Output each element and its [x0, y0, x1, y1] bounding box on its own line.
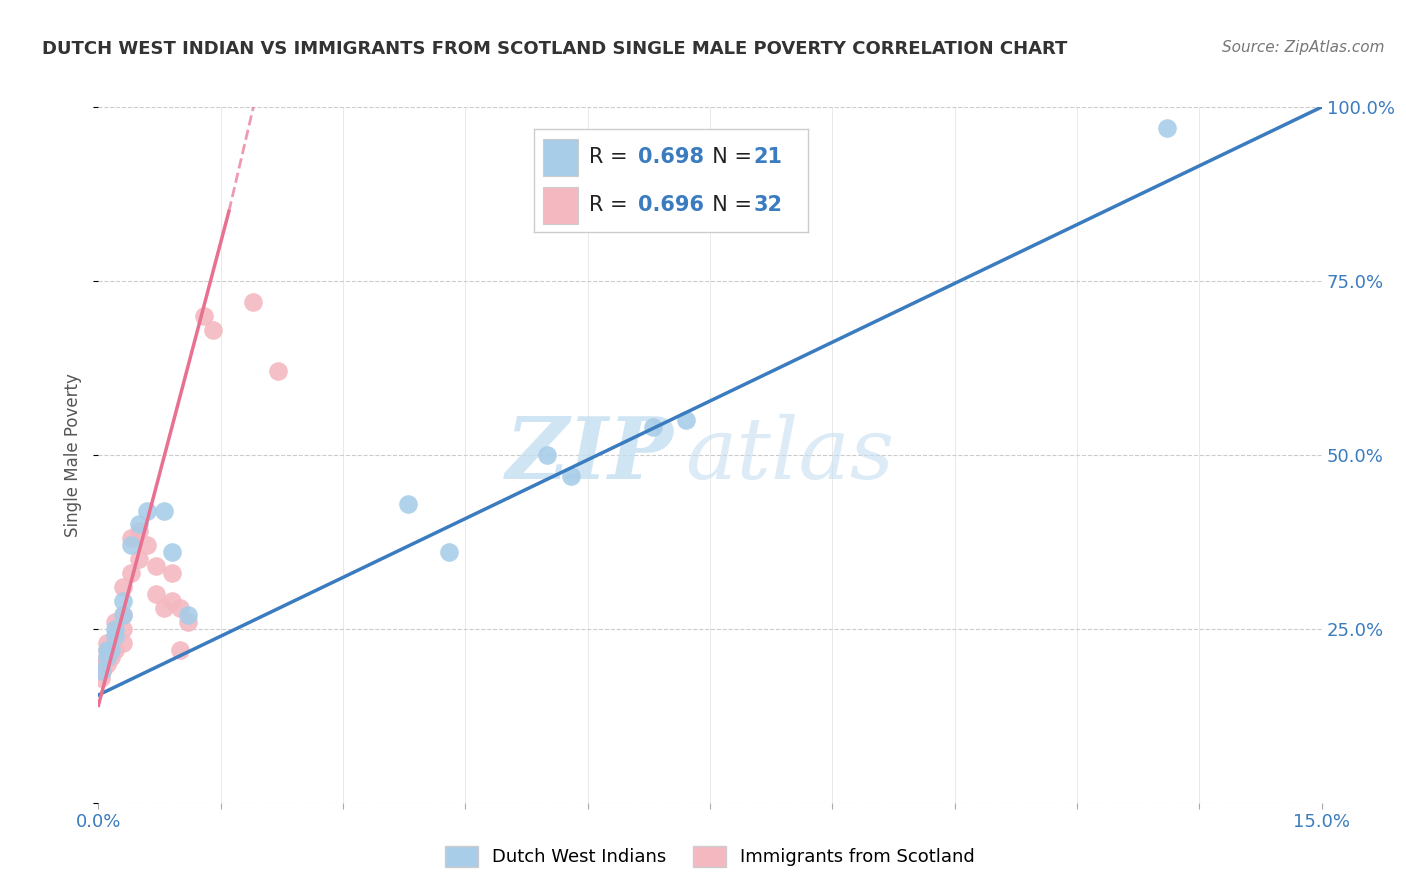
Point	[96, 649, 118, 664]
Text: 0.698: 0.698	[638, 147, 704, 167]
Point	[160, 594, 183, 608]
FancyBboxPatch shape	[543, 186, 578, 224]
Point	[120, 538, 142, 552]
Point	[104, 629, 127, 643]
Point	[536, 448, 558, 462]
Point	[177, 607, 200, 622]
Point	[96, 642, 118, 657]
Point	[136, 538, 159, 552]
Point	[111, 607, 134, 622]
Text: 21: 21	[754, 147, 783, 167]
Point	[111, 580, 134, 594]
Point	[104, 629, 127, 643]
Legend: Dutch West Indians, Immigrants from Scotland: Dutch West Indians, Immigrants from Scot…	[437, 838, 983, 874]
Point	[560, 468, 582, 483]
Text: R =: R =	[589, 195, 634, 215]
Point	[145, 559, 167, 574]
Point	[437, 545, 460, 559]
Point	[145, 587, 167, 601]
Point	[201, 323, 224, 337]
Text: N =: N =	[699, 147, 758, 167]
Point	[91, 657, 114, 671]
Point	[91, 664, 114, 678]
Point	[96, 642, 118, 657]
Point	[169, 601, 191, 615]
Point	[90, 671, 112, 685]
Point	[111, 594, 134, 608]
Point	[100, 642, 122, 657]
Point	[169, 642, 191, 657]
Point	[120, 566, 142, 581]
Point	[152, 601, 174, 615]
Point	[675, 413, 697, 427]
Point	[267, 364, 290, 378]
Text: Source: ZipAtlas.com: Source: ZipAtlas.com	[1222, 40, 1385, 55]
Text: 32: 32	[754, 195, 783, 215]
Point	[177, 615, 200, 629]
Point	[160, 545, 183, 559]
Text: R =: R =	[589, 147, 634, 167]
Point	[111, 636, 134, 650]
Point	[136, 503, 159, 517]
Text: ZIP: ZIP	[506, 413, 673, 497]
Text: DUTCH WEST INDIAN VS IMMIGRANTS FROM SCOTLAND SINGLE MALE POVERTY CORRELATION CH: DUTCH WEST INDIAN VS IMMIGRANTS FROM SCO…	[42, 40, 1067, 58]
Point	[91, 664, 114, 678]
Point	[1156, 120, 1178, 135]
Point	[193, 309, 215, 323]
Point	[152, 503, 174, 517]
Text: N =: N =	[699, 195, 758, 215]
Point	[160, 566, 183, 581]
Point	[100, 649, 122, 664]
Point	[104, 622, 127, 636]
Point	[104, 642, 127, 657]
Point	[120, 532, 142, 546]
Point	[128, 517, 150, 532]
Point	[96, 657, 118, 671]
FancyBboxPatch shape	[543, 138, 578, 176]
Point	[242, 294, 264, 309]
Point	[641, 420, 664, 434]
Point	[128, 524, 150, 539]
Point	[104, 615, 127, 629]
Point	[96, 649, 118, 664]
Point	[111, 622, 134, 636]
Point	[111, 607, 134, 622]
Text: atlas: atlas	[686, 414, 894, 496]
Point	[128, 552, 150, 566]
Point	[396, 497, 419, 511]
Point	[96, 636, 118, 650]
Text: 0.696: 0.696	[638, 195, 704, 215]
Y-axis label: Single Male Poverty: Single Male Poverty	[65, 373, 83, 537]
